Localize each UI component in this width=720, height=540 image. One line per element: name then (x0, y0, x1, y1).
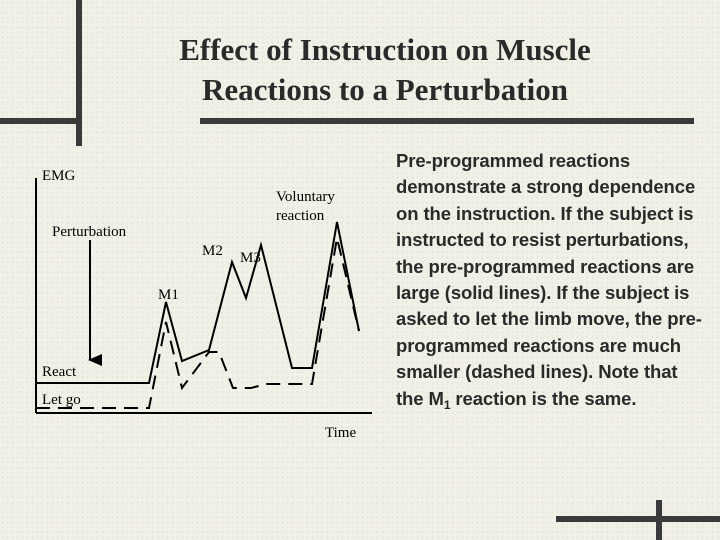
label-time: Time (325, 425, 356, 441)
deco-bar-top-right (200, 118, 694, 124)
let-go-trace-dashed (36, 237, 360, 409)
label-react: React (42, 364, 77, 380)
explanation-main: Pre-programmed reactions demonstrate a s… (396, 150, 702, 409)
explanation-subscript: 1 (443, 397, 451, 412)
label-emg: EMG (42, 168, 76, 184)
label-voluntary-line1: Voluntary (276, 189, 335, 205)
deco-bar-top-left (0, 118, 80, 124)
react-trace-solid (36, 221, 360, 384)
label-m3: M3 (240, 250, 261, 266)
label-m2: M2 (202, 243, 223, 259)
deco-bar-bottom-right (556, 516, 720, 522)
title-line-2: Reactions to a Perturbation (202, 72, 568, 107)
deco-bar-vertical-right (656, 500, 662, 540)
label-m1: M1 (158, 287, 179, 303)
label-voluntary-line2: reaction (276, 208, 325, 224)
explanation-text: Pre-programmed reactions demonstrate a s… (396, 148, 708, 414)
slide-title: Effect of Instruction on Muscle Reaction… (82, 30, 688, 110)
deco-bar-vertical-left (76, 0, 82, 146)
explanation-end: reaction is the same. (450, 387, 637, 409)
title-line-1: Effect of Instruction on Muscle (179, 32, 591, 67)
label-perturbation: Perturbation (52, 224, 127, 240)
label-let-go: Let go (42, 392, 81, 408)
